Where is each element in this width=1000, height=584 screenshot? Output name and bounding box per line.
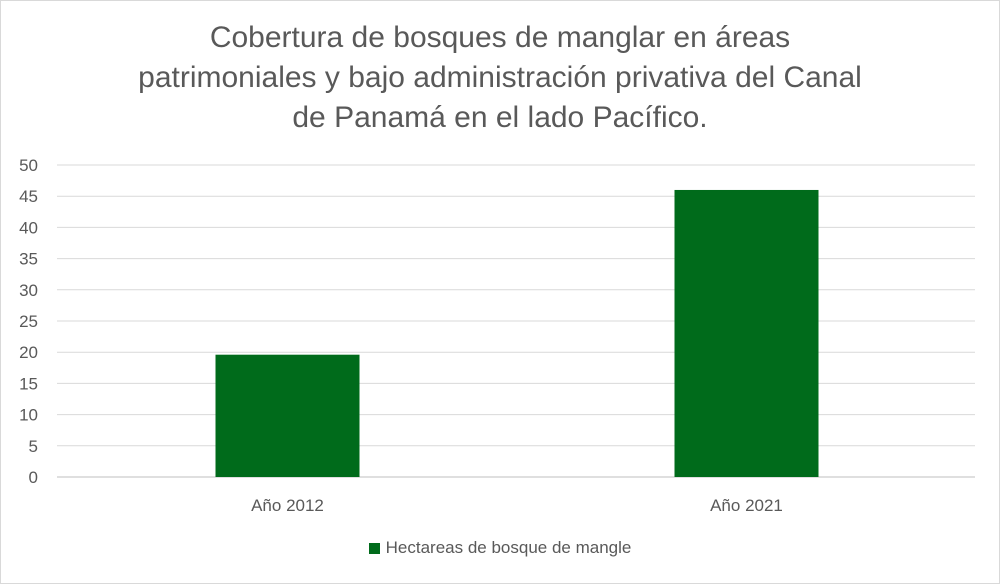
chart-title: Cobertura de bosques de manglar en áreas… bbox=[110, 18, 890, 138]
y-tick-label: 30 bbox=[19, 281, 38, 300]
x-tick-label: Año 2012 bbox=[251, 496, 324, 515]
y-tick-label: 0 bbox=[29, 468, 38, 487]
y-tick-label: 15 bbox=[19, 374, 38, 393]
y-tick-label: 35 bbox=[19, 250, 38, 269]
y-tick-label: 40 bbox=[19, 218, 38, 237]
y-tick-label: 50 bbox=[19, 156, 38, 175]
y-axis-tick-labels: 0 5 10 15 20 25 30 35 40 45 50 bbox=[19, 156, 38, 487]
bar bbox=[674, 189, 819, 477]
legend-label: Hectareas de bosque de mangle bbox=[385, 538, 632, 557]
legend-swatch bbox=[368, 542, 380, 554]
chart-title-line-2: patrimoniales y bajo administración priv… bbox=[138, 61, 862, 94]
y-tick-label: 25 bbox=[19, 312, 38, 331]
legend: Hectareas de bosque de mangle bbox=[0, 538, 1000, 558]
y-tick-label: 20 bbox=[19, 343, 38, 362]
y-tick-label: 5 bbox=[29, 437, 38, 456]
chart-title-line-1: Cobertura de bosques de manglar en áreas bbox=[209, 21, 791, 54]
bars bbox=[215, 189, 819, 477]
y-tick-label: 10 bbox=[19, 406, 38, 425]
x-tick-label: Año 2021 bbox=[710, 496, 783, 515]
chart-title-line-3: de Panamá en el lado Pacífico. bbox=[292, 101, 708, 134]
x-axis-tick-labels: Año 2012 Año 2021 bbox=[251, 496, 783, 515]
gridlines bbox=[57, 164, 975, 478]
y-tick-label: 45 bbox=[19, 187, 38, 206]
bar bbox=[215, 354, 360, 477]
